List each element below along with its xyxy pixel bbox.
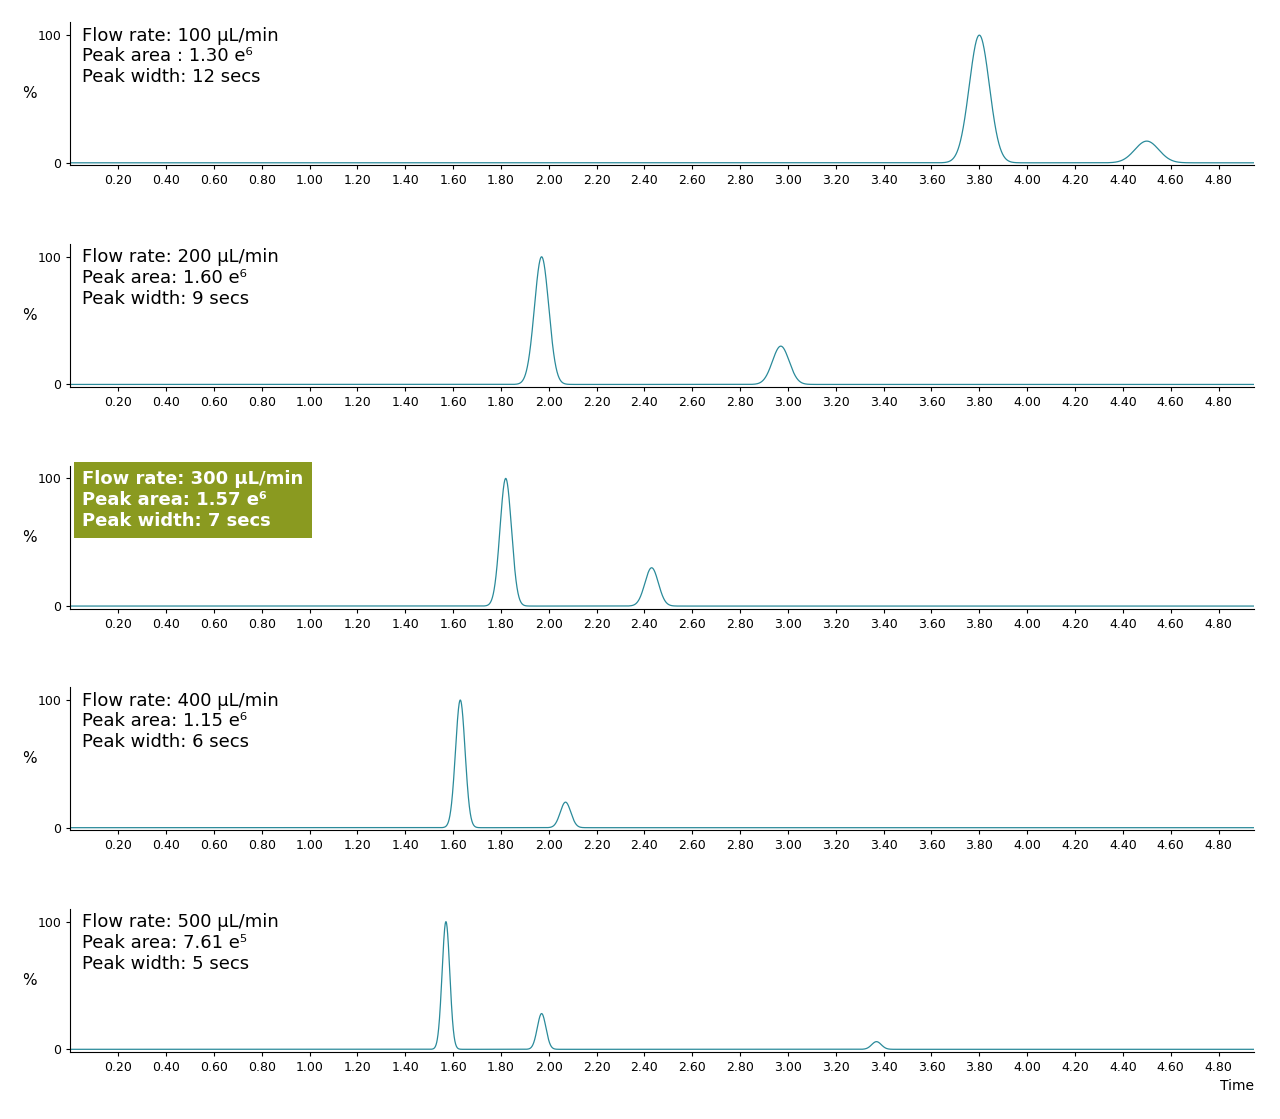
Text: Flow rate: 400 μL/min
Peak area: 1.15 e⁶
Peak width: 6 secs: Flow rate: 400 μL/min Peak area: 1.15 e⁶… [82,692,279,751]
Y-axis label: %: % [22,308,36,323]
Y-axis label: %: % [22,86,36,102]
Text: Flow rate: 100 μL/min
Peak area : 1.30 e⁶
Peak width: 12 secs: Flow rate: 100 μL/min Peak area : 1.30 e… [82,27,279,86]
Text: Flow rate: 300 μL/min
Peak area: 1.57 e⁶
Peak width: 7 secs: Flow rate: 300 μL/min Peak area: 1.57 e⁶… [82,470,303,529]
X-axis label: Time: Time [1220,1080,1254,1093]
Y-axis label: %: % [22,972,36,988]
Y-axis label: %: % [22,751,36,767]
Y-axis label: %: % [22,529,36,545]
Text: Flow rate: 500 μL/min
Peak area: 7.61 e⁵
Peak width: 5 secs: Flow rate: 500 μL/min Peak area: 7.61 e⁵… [82,913,279,972]
Text: Flow rate: 200 μL/min
Peak area: 1.60 e⁶
Peak width: 9 secs: Flow rate: 200 μL/min Peak area: 1.60 e⁶… [82,248,279,308]
